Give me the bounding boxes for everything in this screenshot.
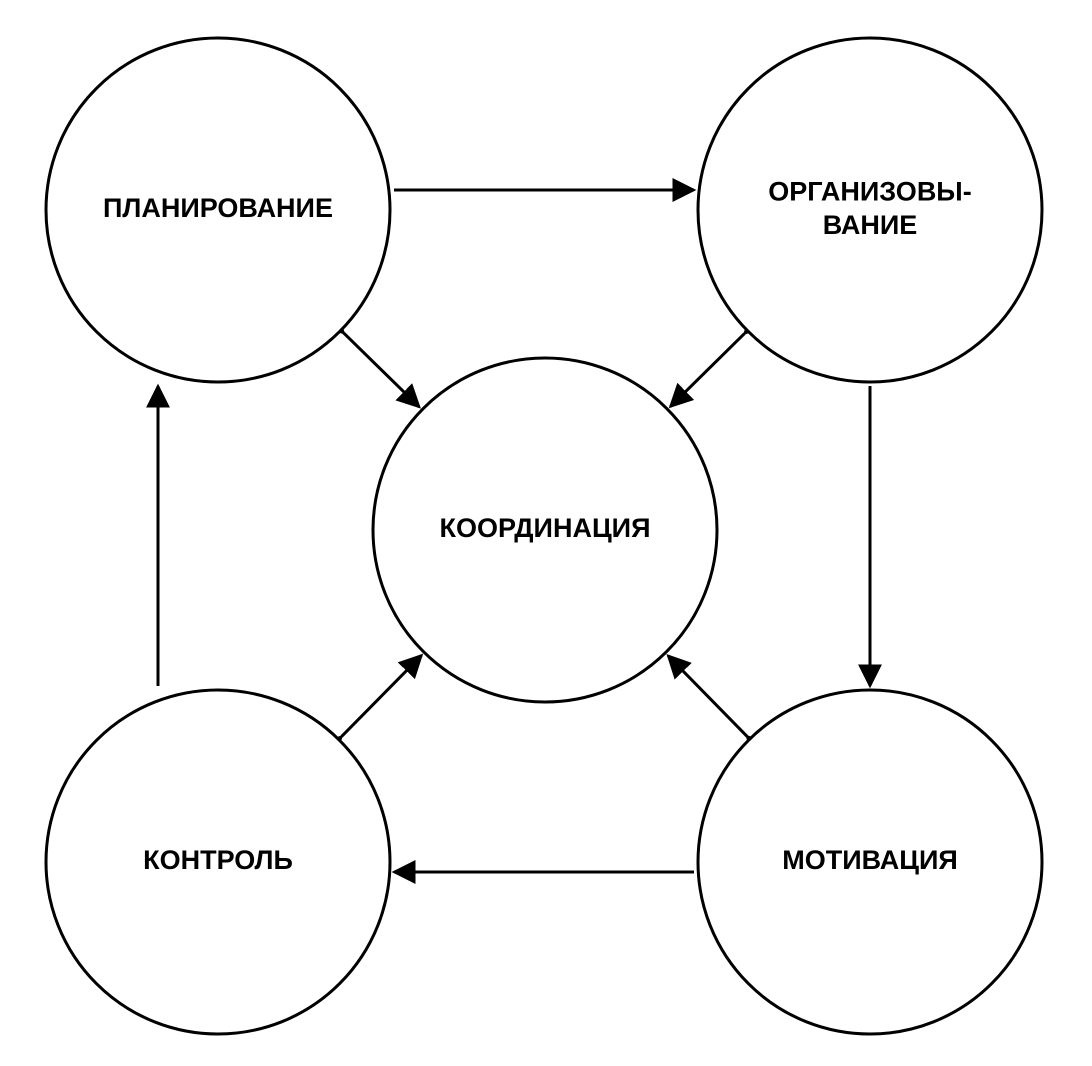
edge-control-coordination — [342, 655, 422, 736]
node-coordination: КООРДИНАЦИЯ — [373, 358, 717, 702]
edge-planning-coordination — [344, 333, 419, 407]
node-control: КОНТРОЛЬ — [46, 690, 390, 1034]
node-coordination-label-line-0: КООРДИНАЦИЯ — [440, 513, 651, 543]
node-organizing: ОРГАНИЗОВЫ- ВАНИЕ — [698, 38, 1042, 382]
node-organizing-label-line-0: ОРГАНИЗОВЫ- — [768, 176, 972, 206]
nodes-group: ПЛАНИРОВАНИЕ ОРГАНИЗОВЫ- ВАНИЕ КООРДИНАЦИЯ К… — [46, 38, 1042, 1034]
edge-organizing-coordination — [670, 333, 744, 406]
management-functions-diagram: ПЛАНИРОВАНИЕ ОРГАНИЗОВЫ- ВАНИЕ КООРДИНАЦИЯ К… — [0, 0, 1092, 1066]
node-motivation: МОТИВАЦИЯ — [698, 690, 1042, 1034]
node-control-label-line-0: КОНТРОЛЬ — [143, 845, 293, 875]
node-motivation-label-line-0: МОТИВАЦИЯ — [782, 845, 958, 875]
node-planning-label-line-0: ПЛАНИРОВАНИЕ — [103, 193, 333, 223]
node-planning: ПЛАНИРОВАНИЕ — [46, 38, 390, 382]
node-organizing-label-line-1: ВАНИЕ — [823, 210, 918, 240]
edge-motivation-coordination — [668, 656, 747, 736]
